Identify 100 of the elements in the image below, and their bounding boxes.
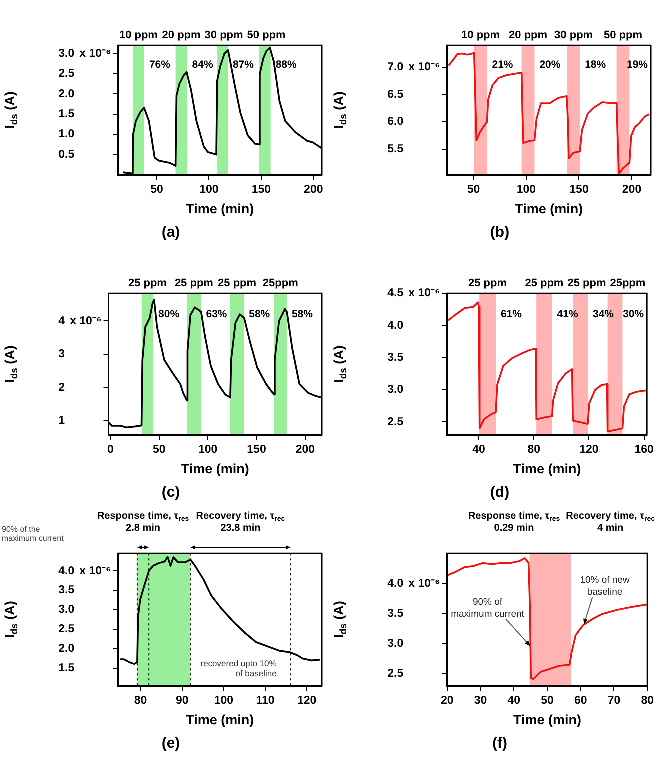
x-tick-label: 200 [622,184,642,196]
y-tick-label: 2 [58,382,66,394]
annotation: 90% of maximum current [451,596,525,620]
band-label: 10 ppm [119,30,158,42]
annotation: 18% [585,58,607,71]
x-tick-label: 200 [296,444,316,456]
x-tick-label: 110 [256,695,275,708]
x-tick-label: 150 [247,444,266,456]
y-tick-label: 2.0 [58,643,75,656]
y-axis-title: Ids (A) [2,601,21,638]
y-axis-title: Ids (A) [332,92,350,129]
x-tick-label: 160 [634,444,654,456]
text: 90% of the maximum current [2,525,65,544]
annotation: 34% [592,308,615,321]
y-tick-label: 2.0 [58,88,75,100]
y-tick-label: 2.5 [388,416,404,428]
annotation: 76% [149,58,172,71]
y-tick-label: 6.5 [388,88,404,101]
x-axis-title: Time (min) [513,712,582,728]
band-label: 20 ppm [509,30,548,42]
text: (f) [492,735,508,752]
x-axis-title: Time (min) [181,462,250,477]
x-axis-title: Time (min) [186,202,254,217]
y-tick-label: 1.5 [58,108,76,121]
text: (c) [162,484,180,502]
x-axis-title: Time (min) [513,462,582,477]
band-label: 25 ppm [468,278,508,290]
y-tick-label: 0.5 [58,148,76,161]
band-label: 25 ppm [174,278,214,290]
x-tick-label: 40 [472,444,486,456]
annotation: 88% [276,58,298,71]
x-axis-title: Time (min) [186,712,254,728]
band-label: 30 ppm [554,30,594,42]
band-label: 25 ppm [218,278,257,290]
y-tick-label: 4.5 [388,288,404,300]
band-label: 10 ppm [462,30,500,42]
annotation: 87% [233,58,255,71]
annotation: 10% of new baseline [580,575,630,598]
x-tick-label: 80 [134,695,148,708]
y-tick-label: 4.0 [58,565,75,578]
y-tick-label: 3 [58,348,66,361]
y-tick-label: 2.5 [58,68,76,80]
y-tick-label: 2.5 [388,668,404,680]
band-label: 25 ppm [568,278,606,290]
x-tick-label: 150 [570,184,589,196]
text: x 10⁻⁶ [80,48,112,60]
x-tick-label: 80 [528,444,541,456]
annotation: 84% [192,58,214,71]
y-tick-label: 3.5 [388,352,404,364]
annotation: 61% [500,308,523,321]
y-axis-title: Ids (A) [2,346,21,383]
y-tick-label: 7.0 [388,62,404,74]
x-tick-label: 30 [474,695,488,708]
band-label: 25ppm [610,278,646,290]
y-tick-label: 2.5 [58,624,76,636]
x-tick-label: 20 [440,695,454,708]
annotation: 41% [557,308,579,321]
y-tick-label: 4 [58,315,66,328]
x-tick-label: 100 [214,695,234,708]
band-label: 30 ppm [204,30,244,42]
y-axis-title: Ids (A) [2,92,21,129]
x-tick-label: 100 [516,184,536,196]
x-tick-label: 100 [200,184,219,196]
y-tick-label: 6.0 [388,116,404,128]
y-tick-label: 1.0 [58,128,75,141]
x-tick-label: 70 [608,695,621,708]
y-tick-label: 5.5 [388,144,404,156]
text: (d) [490,484,510,502]
y-axis-title: Ids (A) [332,346,350,383]
y-tick-label: 3.0 [58,48,75,60]
text: x 10⁻⁶ [80,565,112,578]
band-label: 50 ppm [604,30,643,42]
annotation: 20% [540,58,562,71]
text: (a) [162,224,180,242]
text: (b) [490,224,510,242]
x-tick-label: 120 [580,444,599,456]
x-tick-label: 40 [508,695,520,708]
x-tick-label: 90 [176,695,189,708]
x-tick-label: 50 [467,184,480,196]
annotation: 19% [626,58,649,71]
x-tick-label: 50 [541,695,554,708]
y-tick-label: 3.0 [58,604,75,616]
y-tick-label: 4.0 [388,320,404,332]
x-tick-label: 0 [107,444,114,456]
x-tick-label: 150 [252,184,272,196]
band-label: 25 ppm [128,278,168,290]
y-axis-title: Ids (A) [332,601,350,638]
annotation: 30% [623,308,645,321]
y-tick-label: 3.0 [388,384,404,396]
x-tick-label: 50 [152,444,166,456]
text: x 10⁻⁶ [408,288,440,300]
y-tick-label: 3.0 [388,638,404,650]
band-label: 25ppm [262,278,299,290]
band-label: 25 ppm [525,278,564,290]
text: x 10⁻⁶ [70,315,102,328]
x-tick-label: 200 [304,184,324,196]
band-label: 50 ppm [247,30,286,42]
annotation: 80% [158,308,180,321]
y-tick-label: 3.5 [58,584,76,597]
x-tick-label: 50 [150,184,164,196]
